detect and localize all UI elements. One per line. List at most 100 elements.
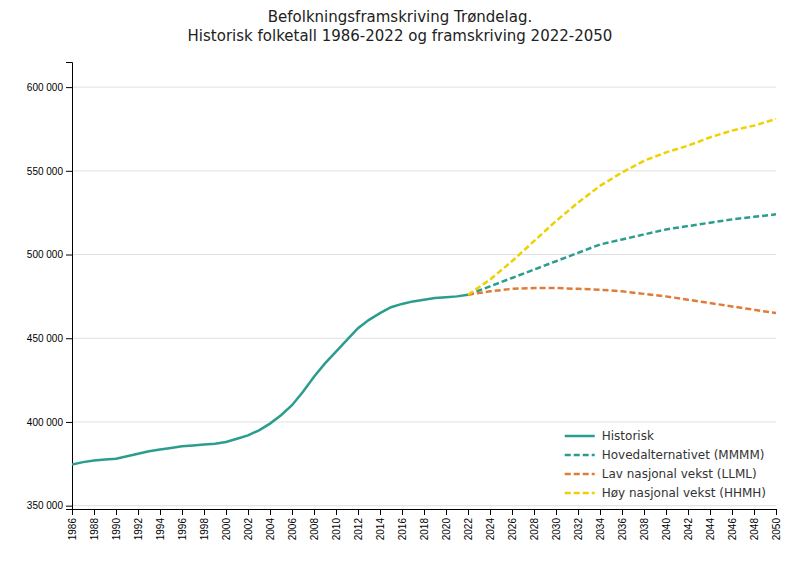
legend-swatch — [565, 435, 595, 438]
x-tick-label: 1986 — [67, 518, 78, 541]
x-tick: 2050 — [771, 509, 782, 540]
x-tick-label: 2022 — [463, 518, 474, 541]
x-tick: 2026 — [507, 509, 518, 540]
x-tick-label: 2036 — [617, 518, 628, 541]
x-tick-mark — [314, 509, 315, 515]
y-tick: 350 000 — [27, 500, 72, 511]
x-tick: 2024 — [485, 509, 496, 540]
x-tick-mark — [556, 509, 557, 515]
series-line — [468, 288, 776, 313]
x-tick: 2008 — [309, 509, 320, 540]
y-tick-label: 400 000 — [27, 417, 64, 428]
y-tick-label: 350 000 — [27, 500, 64, 511]
x-tick: 2042 — [683, 509, 694, 540]
x-tick: 2002 — [243, 509, 254, 540]
y-tick-mark — [66, 87, 72, 88]
x-tick-mark — [424, 509, 425, 515]
x-tick: 1994 — [155, 509, 166, 540]
x-tick: 1990 — [111, 509, 122, 540]
legend-swatch — [565, 492, 595, 495]
x-tick-mark — [622, 509, 623, 515]
x-tick-mark — [270, 509, 271, 515]
x-tick: 2046 — [727, 509, 738, 540]
lines — [72, 119, 776, 465]
x-tick-label: 2018 — [419, 518, 430, 541]
x-tick-mark — [644, 509, 645, 515]
grid-line — [72, 338, 776, 339]
x-tick-mark — [182, 509, 183, 515]
x-tick-mark — [94, 509, 95, 515]
x-tick-label: 2038 — [639, 518, 650, 541]
x-tick-label: 2044 — [705, 518, 716, 541]
x-tick: 2006 — [287, 509, 298, 540]
y-tick-mark — [66, 255, 72, 256]
grid-y — [72, 87, 776, 506]
x-tick: 2030 — [551, 509, 562, 540]
x-tick: 2034 — [595, 509, 606, 540]
x-tick: 1986 — [67, 509, 78, 540]
grid-line — [72, 505, 776, 506]
x-tick-mark — [534, 509, 535, 515]
x-tick-label: 2032 — [573, 518, 584, 541]
series-line — [468, 119, 776, 295]
x-tick-label: 2026 — [507, 518, 518, 541]
x-tick: 2000 — [221, 509, 232, 540]
x-tick: 2028 — [529, 509, 540, 540]
y-tick-label: 600 000 — [27, 82, 64, 93]
x-tick-label: 1998 — [199, 518, 210, 541]
x-tick-label: 2020 — [441, 518, 452, 541]
x-tick: 2048 — [749, 509, 760, 540]
x-tick-label: 2048 — [749, 518, 760, 541]
plot: 1986198819901992199419961998200020022004… — [27, 63, 782, 541]
y-tick: 400 000 — [27, 417, 72, 428]
legend-item: Lav nasjonal vekst (LLML) — [565, 467, 757, 481]
title-line: Befolkningsframskriving Trøndelag. — [268, 8, 533, 26]
series-line — [72, 295, 468, 465]
y-tick-mark — [66, 422, 72, 423]
y-tick-mark — [66, 338, 72, 339]
x-tick-label: 1994 — [155, 518, 166, 541]
x-tick-mark — [358, 509, 359, 515]
x-tick: 2004 — [265, 509, 276, 540]
x-tick: 2032 — [573, 509, 584, 540]
x-tick-label: 2040 — [661, 518, 672, 541]
x-tick-mark — [468, 509, 469, 515]
x-tick-label: 2028 — [529, 518, 540, 541]
x-tick: 2040 — [661, 509, 672, 540]
y-tick-mark — [66, 171, 72, 172]
y-axis-line — [66, 63, 73, 510]
x-tick-label: 2046 — [727, 518, 738, 541]
y-tick: 500 000 — [27, 249, 72, 260]
x-tick-mark — [336, 509, 337, 515]
legend-label: Hovedalternativet (MMMM) — [602, 448, 765, 462]
grid-line — [72, 254, 776, 255]
x-tick: 2010 — [331, 509, 342, 540]
x-tick-mark — [402, 509, 403, 515]
x-tick-mark — [732, 509, 733, 515]
x-tick: 1996 — [177, 509, 188, 540]
x-tick-label: 2006 — [287, 518, 298, 541]
y-tick: 550 000 — [27, 166, 72, 177]
legend-label: Lav nasjonal vekst (LLML) — [602, 467, 757, 481]
x-tick-label: 1988 — [89, 518, 100, 541]
x-tick-label: 2000 — [221, 518, 232, 541]
x-tick-label: 2030 — [551, 518, 562, 541]
x-tick: 1988 — [89, 509, 100, 540]
x-tick: 2038 — [639, 509, 650, 540]
y-axis: 350 000 400 000 450 000 500 000 550 000 600 0… — [27, 63, 73, 512]
x-tick: 2022 — [463, 509, 474, 540]
x-tick-label: 2012 — [353, 518, 364, 541]
y-tick-label: 450 000 — [27, 333, 64, 344]
x-tick-label: 2042 — [683, 518, 694, 541]
x-tick-mark — [226, 509, 227, 515]
x-axis-line — [73, 510, 777, 516]
x-tick-label: 2016 — [397, 518, 408, 541]
x-tick-label: 1996 — [177, 518, 188, 541]
title-line: Historisk folketall 1986-2022 og framskr… — [188, 27, 613, 45]
x-tick: 2044 — [705, 509, 716, 540]
grid-line — [72, 87, 776, 88]
legend-label: Høy nasjonal vekst (HHMH) — [602, 486, 766, 500]
x-tick: 2018 — [419, 509, 430, 540]
x-tick: 2016 — [397, 509, 408, 540]
x-tick: 2012 — [353, 509, 364, 540]
